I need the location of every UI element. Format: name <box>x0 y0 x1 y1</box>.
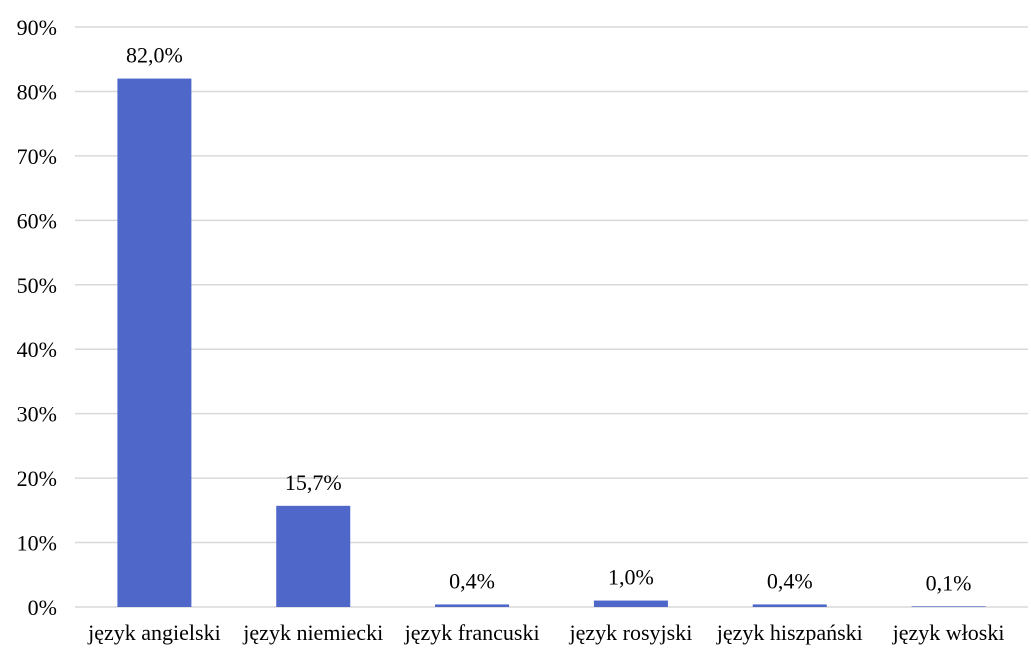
y-tick-label: 20% <box>17 466 57 491</box>
data-label: 82,0% <box>126 43 183 68</box>
bar <box>593 600 668 607</box>
data-label: 0,1% <box>926 570 972 595</box>
y-tick-label: 90% <box>17 15 57 40</box>
y-tick-label: 50% <box>17 273 57 298</box>
y-tick-label: 60% <box>17 208 57 233</box>
bars <box>117 78 986 608</box>
bar <box>752 604 827 607</box>
bar <box>117 78 192 608</box>
data-labels: 82,0% 15,7% 0,4% 1,0% 0,4% 0,1% <box>126 43 971 596</box>
y-axis-tick-labels: 0% 10% 20% 30% 40% 50% 60% 70% 80% 90% <box>17 15 57 620</box>
data-label: 15,7% <box>285 470 342 495</box>
data-label: 0,4% <box>449 568 495 593</box>
data-label: 1,0% <box>608 565 654 590</box>
x-tick-label: język niemiecki <box>242 620 383 645</box>
y-tick-label: 70% <box>17 144 57 169</box>
x-tick-label: język angielski <box>87 620 221 645</box>
data-label: 0,4% <box>767 568 813 593</box>
y-tick-label: 0% <box>28 595 57 620</box>
y-tick-label: 80% <box>17 79 57 104</box>
x-tick-label: język włoski <box>892 620 1005 645</box>
bar <box>435 604 510 607</box>
x-tick-label: język rosyjski <box>569 620 693 645</box>
x-tick-label: język hiszpański <box>716 620 863 645</box>
bar <box>276 505 351 607</box>
y-tick-label: 30% <box>17 402 57 427</box>
y-tick-label: 10% <box>17 531 57 556</box>
x-tick-label: język francuski <box>404 620 540 645</box>
gridlines <box>75 26 1028 608</box>
bar <box>911 606 986 607</box>
y-tick-label: 40% <box>17 337 57 362</box>
x-axis-tick-labels: język angielski język niemiecki język fran… <box>87 620 1004 645</box>
